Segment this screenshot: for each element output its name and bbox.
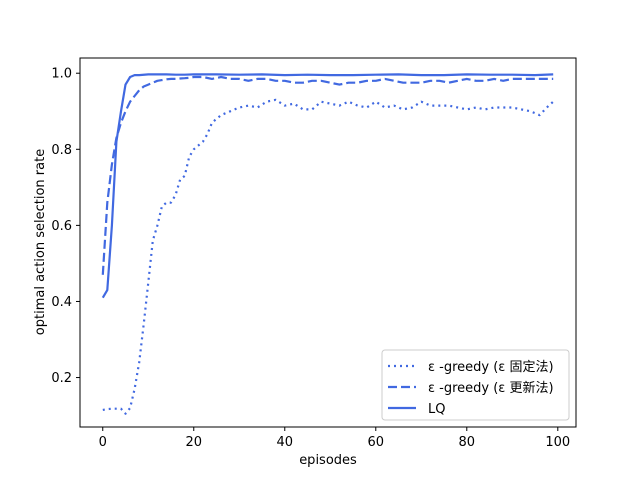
legend-label-1: ε -greedy (ε 固定法) bbox=[428, 360, 554, 375]
y-tick-label: 0.2 bbox=[51, 371, 72, 386]
x-tick-label: 0 bbox=[99, 435, 107, 450]
series-layer bbox=[101, 73, 554, 415]
x-tick-label: 40 bbox=[276, 435, 293, 450]
legend-label-3: LQ bbox=[428, 402, 445, 417]
y-tick-label: 0.6 bbox=[51, 219, 72, 234]
y-axis: 0.2 0.4 0.6 0.8 1.0 bbox=[51, 67, 80, 386]
y-axis-label: optimal action selection rate bbox=[33, 149, 48, 335]
y-tick-label: 0.8 bbox=[51, 143, 72, 158]
plot-frame bbox=[79, 57, 577, 428]
y-tick-label: 0.4 bbox=[51, 295, 72, 310]
x-tick-label: 20 bbox=[185, 435, 202, 450]
y-tick-label: 1.0 bbox=[51, 67, 72, 82]
x-tick-label: 80 bbox=[459, 435, 476, 450]
x-axis-label: episodes bbox=[299, 453, 357, 468]
x-axis: 0 20 40 60 80 100 bbox=[99, 427, 570, 450]
series-line-3 bbox=[101, 73, 554, 299]
x-tick-label: 100 bbox=[545, 435, 570, 450]
legend-box bbox=[381, 349, 570, 421]
legend: ε -greedy (ε 固定法) ε -greedy (ε 更新法) LQ bbox=[381, 349, 570, 421]
x-tick-label: 60 bbox=[368, 435, 385, 450]
legend-label-2: ε -greedy (ε 更新法) bbox=[428, 380, 554, 396]
series-line-2 bbox=[101, 75, 554, 275]
